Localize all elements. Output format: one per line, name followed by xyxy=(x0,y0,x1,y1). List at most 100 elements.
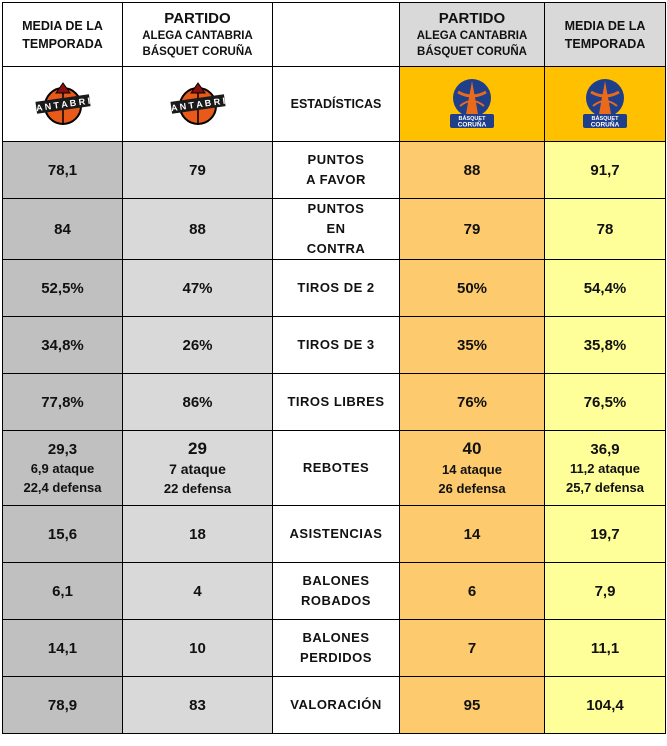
cantabria-match-value: 88 xyxy=(122,198,273,260)
coruna-match-header: PARTIDO ALEGA CANTABRIA BÁSQUET CORUÑA xyxy=(399,2,545,67)
stat-row: 78,9 83 VALORACIÓN 95 104,4 xyxy=(2,676,666,734)
cantabria-match-value: 26% xyxy=(122,316,273,374)
coruna-season-header: MEDIA DE LA TEMPORADA xyxy=(544,2,666,67)
stat-row: 77,8% 86% TIROS LIBRES 76% 76,5% xyxy=(2,373,666,431)
empty-header-cell xyxy=(272,2,400,67)
stat-label: REBOTES xyxy=(272,430,400,506)
coruna-match-value: 76% xyxy=(399,373,545,431)
stat-label: BALONES PERDIDOS xyxy=(272,619,400,677)
coruna-match-value: 88 xyxy=(399,141,545,199)
stat-label-text: PUNTOS A FAVOR xyxy=(306,152,366,187)
cantabria-season-rebotes: 29,3 6,9 ataque 22,4 defensa xyxy=(2,430,123,506)
coruna-match-value: 50% xyxy=(399,259,545,317)
cantabria-season-value: 78,9 xyxy=(2,676,123,734)
cantabria-logo-icon: C A N T A B R I A xyxy=(34,82,92,125)
coruna-season-value: 11,1 xyxy=(544,619,666,677)
stat-label: ASISTENCIAS xyxy=(272,505,400,563)
cantabria-match-value: 10 xyxy=(122,619,273,677)
cantabria-season-value: 14,1 xyxy=(2,619,123,677)
svg-text:CORUÑA: CORUÑA xyxy=(458,120,487,129)
rebotes-ataque: 7 ataque xyxy=(169,461,226,477)
match-teams-label-right: ALEGA CANTABRIA BÁSQUET CORUÑA xyxy=(416,29,528,58)
rebotes-total: 29,3 xyxy=(47,440,78,458)
svg-text:BÁSQUET: BÁSQUET xyxy=(592,115,620,122)
coruna-logo-cell-match: BÁSQUET CORUÑA xyxy=(399,66,545,142)
cantabria-season-value: 52,5% xyxy=(2,259,123,317)
coruna-season-value: 54,4% xyxy=(544,259,666,317)
cantabria-match-value: 18 xyxy=(122,505,273,563)
stat-row: 52,5% 47% TIROS DE 2 50% 54,4% xyxy=(2,259,666,317)
stats-comparison-table: MEDIA DE LA TEMPORADA PARTIDO ALEGA CANT… xyxy=(2,2,666,734)
rebotes-defensa: 25,7 defensa xyxy=(565,479,645,495)
coruna-logo-icon: BÁSQUET CORUÑA xyxy=(583,79,627,129)
rebotes-row: 29,3 6,9 ataque 22,4 defensa 29 7 ataque… xyxy=(2,430,666,506)
cantabria-logo-cell: C A N T A B R I A xyxy=(2,66,123,142)
stat-label-text: BALONES PERDIDOS xyxy=(300,630,372,665)
stat-label: TIROS LIBRES xyxy=(272,373,400,431)
stat-row: 84 88 PUNTOS EN CONTRA 79 78 xyxy=(2,198,666,260)
stats-header: ESTADÍSTICAS xyxy=(272,66,400,142)
stat-label-text: PUNTOS EN CONTRA xyxy=(306,201,366,256)
partido-label: PARTIDO xyxy=(164,9,231,27)
rebotes-ataque: 14 ataque xyxy=(442,462,502,477)
cantabria-match-rebotes: 29 7 ataque 22 defensa xyxy=(122,430,273,506)
stat-label-text: BALONES ROBADOS xyxy=(301,573,371,608)
rebotes-total: 40 xyxy=(462,439,482,458)
coruna-season-rebotes: 36,9 11,2 ataque 25,7 defensa xyxy=(544,430,666,506)
coruna-logo-icon: BÁSQUET CORUÑA xyxy=(450,79,494,129)
coruna-season-value: 78 xyxy=(544,198,666,260)
cantabria-season-value: 15,6 xyxy=(2,505,123,563)
rebotes-ataque: 11,2 ataque xyxy=(569,460,641,476)
coruna-season-value: 91,7 xyxy=(544,141,666,199)
cantabria-match-header: PARTIDO ALEGA CANTABRIA BÁSQUET CORUÑA xyxy=(122,2,273,67)
header-row: MEDIA DE LA TEMPORADA PARTIDO ALEGA CANT… xyxy=(2,2,666,67)
cantabria-season-value: 78,1 xyxy=(2,141,123,199)
stat-row: 34,8% 26% TIROS DE 3 35% 35,8% xyxy=(2,316,666,374)
svg-text:BÁSQUET: BÁSQUET xyxy=(459,115,487,122)
cantabria-season-header: MEDIA DE LA TEMPORADA xyxy=(2,2,123,67)
coruna-match-value: 14 xyxy=(399,505,545,563)
coruna-match-value: 35% xyxy=(399,316,545,374)
stat-row: 78,1 79 PUNTOS A FAVOR 88 91,7 xyxy=(2,141,666,199)
coruna-season-value: 19,7 xyxy=(544,505,666,563)
rebotes-defensa: 22 defensa xyxy=(163,481,232,496)
coruna-match-value: 95 xyxy=(399,676,545,734)
coruna-match-rebotes: 40 14 ataque 26 defensa xyxy=(399,430,545,506)
stat-label: BALONES ROBADOS xyxy=(272,562,400,620)
coruna-logo-cell: BÁSQUET CORUÑA xyxy=(544,66,666,142)
rebotes-ataque: 6,9 ataque xyxy=(30,460,95,476)
cantabria-logo-cell-match: C A N T A B R I A xyxy=(122,66,273,142)
coruna-season-value: 7,9 xyxy=(544,562,666,620)
partido-label-right: PARTIDO xyxy=(438,9,506,27)
cantabria-season-value: 34,8% xyxy=(2,316,123,374)
stat-label: PUNTOS EN CONTRA xyxy=(272,198,400,260)
coruna-season-value: 76,5% xyxy=(544,373,666,431)
coruna-match-value: 79 xyxy=(399,198,545,260)
cantabria-match-value: 83 xyxy=(122,676,273,734)
stat-label: VALORACIÓN xyxy=(272,676,400,734)
cantabria-match-value: 79 xyxy=(122,141,273,199)
cantabria-season-value: 77,8% xyxy=(2,373,123,431)
coruna-season-value: 104,4 xyxy=(544,676,666,734)
stat-label: PUNTOS A FAVOR xyxy=(272,141,400,199)
rebotes-total: 29 xyxy=(188,439,207,458)
stat-row: 14,1 10 BALONES PERDIDOS 7 11,1 xyxy=(2,619,666,677)
coruna-match-value: 6 xyxy=(399,562,545,620)
rebotes-defensa: 26 defensa xyxy=(438,481,506,496)
coruna-match-value: 7 xyxy=(399,619,545,677)
cantabria-match-value: 86% xyxy=(122,373,273,431)
match-teams-label: ALEGA CANTABRIA BÁSQUET CORUÑA xyxy=(142,29,253,58)
rebotes-total: 36,9 xyxy=(590,440,620,458)
coruna-season-value: 35,8% xyxy=(544,316,666,374)
stat-label: TIROS DE 2 xyxy=(272,259,400,317)
stat-row: 15,6 18 ASISTENCIAS 14 19,7 xyxy=(2,505,666,563)
cantabria-season-value: 84 xyxy=(2,198,123,260)
cantabria-match-value: 47% xyxy=(122,259,273,317)
stat-row: 6,1 4 BALONES ROBADOS 6 7,9 xyxy=(2,562,666,620)
logo-row: C A N T A B R I A C A N T A B R I A ESTA… xyxy=(2,66,666,142)
cantabria-season-value: 6,1 xyxy=(2,562,123,620)
stat-label: TIROS DE 3 xyxy=(272,316,400,374)
cantabria-match-value: 4 xyxy=(122,562,273,620)
svg-text:CORUÑA: CORUÑA xyxy=(591,120,620,129)
rebotes-defensa: 22,4 defensa xyxy=(23,479,102,495)
